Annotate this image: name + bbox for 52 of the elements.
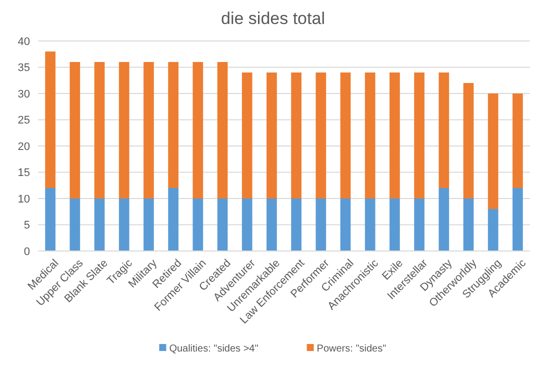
bar	[340, 198, 351, 251]
bar	[70, 198, 80, 251]
y-tick-label: 25	[18, 114, 30, 127]
bar	[512, 94, 523, 188]
legend-label: Powers: "sides"	[316, 344, 387, 354]
bar	[414, 72, 424, 198]
bar	[488, 209, 498, 251]
bar	[463, 83, 474, 198]
bar	[438, 72, 450, 188]
bar	[45, 52, 56, 188]
y-tick-label: 20	[18, 140, 30, 153]
bar	[364, 198, 376, 251]
bar	[438, 188, 450, 251]
legend-label: Qualities: "sides >4"	[169, 344, 259, 354]
bar	[316, 198, 326, 251]
bar	[242, 198, 252, 251]
bar	[364, 72, 376, 198]
bar	[217, 198, 228, 251]
y-tick-label: 15	[18, 167, 30, 180]
y-tick-label: 5	[24, 220, 30, 232]
bar	[94, 62, 105, 198]
bar	[144, 198, 154, 251]
y-tick-label: 35	[18, 62, 30, 74]
bar	[488, 94, 498, 209]
bar	[463, 198, 474, 251]
bar	[512, 188, 523, 251]
y-tick-label: 0	[24, 246, 30, 258]
bar	[168, 188, 178, 251]
y-tick-label: 40	[18, 36, 30, 48]
y-tick-label: 10	[18, 193, 30, 206]
bar	[94, 198, 105, 251]
bar	[242, 72, 252, 198]
bar	[291, 198, 302, 251]
bar	[70, 62, 80, 198]
bar	[217, 62, 228, 198]
bar	[118, 198, 130, 251]
bar	[340, 72, 351, 198]
bar	[118, 62, 130, 198]
bar	[144, 62, 154, 198]
chart-title: die sides total	[221, 9, 325, 28]
bar	[291, 72, 302, 198]
bar	[266, 72, 277, 198]
y-tick-label: 30	[18, 88, 30, 100]
bar	[192, 198, 204, 251]
bar	[316, 72, 326, 198]
bar	[45, 188, 56, 251]
bar	[192, 62, 204, 198]
bar	[390, 198, 400, 251]
bar	[390, 72, 400, 198]
bar	[414, 198, 424, 251]
bar	[266, 198, 277, 251]
bar	[168, 62, 178, 188]
